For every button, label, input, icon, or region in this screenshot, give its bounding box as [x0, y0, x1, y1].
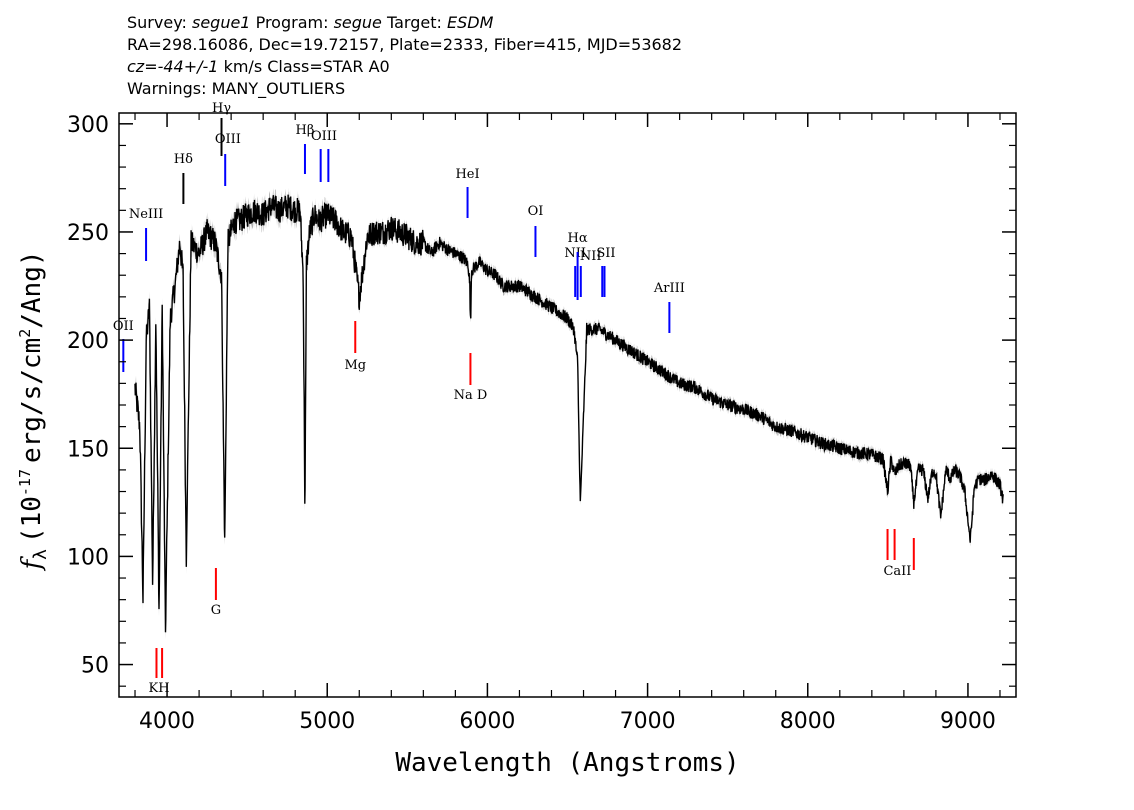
absorption-line-label: CaII: [883, 564, 911, 579]
spectrum-line: [134, 194, 1004, 633]
emission-line-label: OI: [528, 204, 544, 219]
survey-name: segue1: [191, 13, 251, 32]
x-axis-label: Wavelength (Angstroms): [395, 748, 739, 778]
absorption-line-label: Na D: [454, 388, 488, 403]
emission-line-label: Hδ: [174, 152, 193, 167]
x-tick-label: 8000: [780, 709, 836, 734]
emission-line-label: OIII: [311, 129, 337, 144]
y-axis-label: fλ(10-17erg/s/cm2/Ang): [16, 250, 51, 571]
y-tick-label: 200: [67, 329, 109, 354]
emission-line-label: ArIII: [653, 281, 685, 296]
emission-line-label: NeIII: [129, 207, 163, 222]
axis-ticks: 4000 5000 6000 7000 8000 9000 50 100 150 200 250 30…: [67, 113, 1016, 734]
emission-line-label: Hα: [568, 231, 588, 246]
spectrum-layer: [134, 187, 1004, 640]
absorption-line-label: KH: [149, 681, 170, 696]
header-line-redshift: cz=-44+/-1 km/s Class=STAR A0: [127, 57, 390, 76]
y-tick-label: 50: [81, 654, 109, 679]
y-tick-label: 250: [67, 221, 109, 246]
header-line-warnings: Warnings: MANY_OUTLIERS: [127, 79, 346, 98]
emission-line-label: OII: [113, 319, 134, 334]
spectrum-header: Survey: segue1 Program: segue Target: ES…: [127, 12, 682, 100]
header-line-coords: RA=298.16086, Dec=19.72157, Plate=2333, …: [127, 35, 683, 54]
absorption-line-label: Mg: [344, 358, 366, 373]
x-tick-label: 7000: [620, 709, 676, 734]
emission-line-label: NII: [564, 246, 586, 261]
line-markers: OIINeIIIHδHγOIIIHβOIIIHeIOINIIHαNIISIIAr…: [113, 101, 915, 696]
emission-line-label: Hβ: [296, 123, 315, 138]
program-name: segue: [333, 13, 382, 32]
header-line-survey: Survey: segue1 Program: segue Target: ES…: [127, 13, 494, 32]
y-tick-label: 150: [67, 437, 109, 462]
emission-line-label: SII: [596, 246, 615, 261]
x-tick-label: 6000: [459, 709, 515, 734]
x-tick-label: 9000: [940, 709, 996, 734]
absorption-line-label: G: [211, 603, 221, 618]
x-tick-label: 4000: [139, 709, 195, 734]
target-name: ESDM: [446, 13, 494, 32]
x-tick-label: 5000: [299, 709, 355, 734]
emission-line-label: NII: [580, 249, 602, 264]
y-tick-label: 100: [67, 545, 109, 570]
y-tick-label: 300: [67, 113, 109, 138]
emission-line-label: HeI: [455, 167, 479, 182]
emission-line-label: OIII: [215, 132, 241, 147]
